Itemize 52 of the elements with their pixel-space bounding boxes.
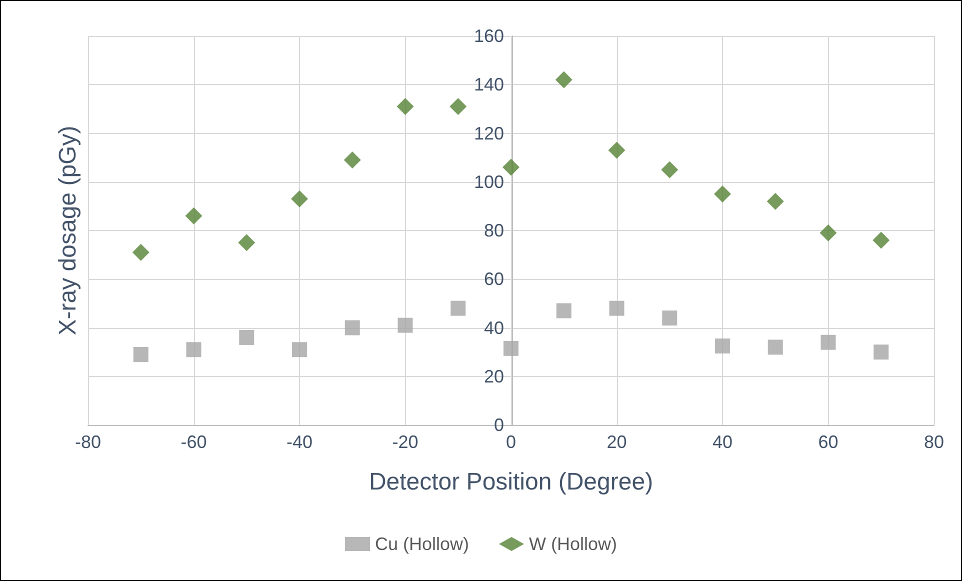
- y-tick-label: 120: [474, 123, 504, 144]
- point: [609, 300, 624, 316]
- point: [608, 142, 626, 159]
- point: [239, 330, 254, 345]
- point: [185, 207, 202, 224]
- x-axis-title: Detector Position (Degree): [368, 468, 654, 496]
- point: [186, 342, 202, 358]
- point: [874, 344, 889, 360]
- y-tick-label: 60: [484, 269, 504, 290]
- x-tick-label: 20: [606, 432, 627, 452]
- point: [555, 71, 572, 88]
- y-tick-label: 0: [494, 415, 504, 435]
- point: [450, 98, 467, 116]
- point: [661, 161, 678, 178]
- point: [715, 338, 730, 354]
- x-tick-label: 80: [924, 432, 944, 452]
- legend-label: W (Hollow): [529, 534, 618, 554]
- point: [344, 151, 361, 168]
- point: [820, 224, 837, 242]
- y-tick-label: 100: [474, 172, 504, 192]
- y-axis-title: X-ray dosage (pGy): [54, 126, 82, 336]
- point: [504, 340, 518, 356]
- x-tick-label: -40: [286, 432, 313, 452]
- y-tick-label: 140: [474, 74, 504, 95]
- point: [344, 320, 360, 336]
- legend-label: Cu (Hollow): [374, 534, 470, 554]
- point: [450, 300, 466, 316]
- y-tick-label: 80: [484, 220, 504, 240]
- point: [292, 342, 307, 358]
- point: [766, 192, 784, 210]
- point: [133, 346, 148, 362]
- point: [398, 318, 413, 333]
- y-tick-label: 40: [484, 318, 504, 338]
- x-tick-label: -80: [74, 432, 102, 452]
- point: [238, 234, 256, 252]
- y-tick-label: 20: [484, 366, 504, 386]
- y-tick-label: 160: [474, 26, 504, 46]
- point: [396, 98, 414, 116]
- point: [662, 310, 678, 326]
- point: [132, 244, 150, 261]
- x-tick-label: -60: [180, 432, 207, 452]
- point: [556, 303, 572, 318]
- x-tick-label: -20: [392, 432, 418, 452]
- x-tick-label: 60: [818, 432, 838, 452]
- point: [820, 334, 836, 350]
- point: [872, 232, 890, 249]
- x-tick-label: 0: [506, 432, 516, 452]
- point: [291, 190, 308, 208]
- x-tick-label: 40: [712, 432, 733, 452]
- point: [768, 340, 783, 355]
- point: [502, 158, 520, 176]
- point: [714, 186, 731, 203]
